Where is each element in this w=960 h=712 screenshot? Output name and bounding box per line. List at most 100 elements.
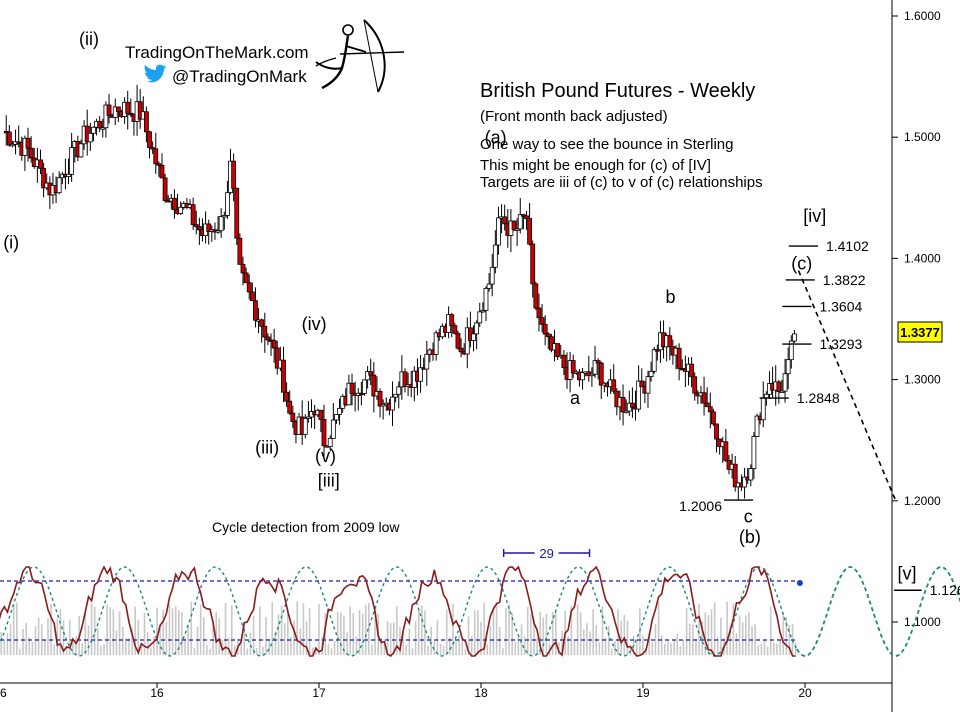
- candle-body: [137, 101, 143, 120]
- y-tick-label: 1.5000: [904, 130, 941, 144]
- candle-body: [474, 322, 480, 335]
- candle-body: [711, 411, 716, 425]
- candle-body: [555, 343, 561, 357]
- candle-body: [533, 283, 539, 309]
- candle-body: [792, 333, 797, 342]
- wave-label: (c): [791, 253, 812, 273]
- wave-label: [iii]: [318, 470, 340, 490]
- candle-body: [689, 363, 694, 378]
- candle-body: [536, 307, 542, 319]
- twitter-bird-icon: [144, 64, 167, 83]
- wave-label: (iv): [302, 314, 327, 334]
- candle-body: [349, 382, 355, 394]
- candle-body: [704, 402, 710, 408]
- candle-body: [159, 164, 165, 179]
- candle-body: [471, 333, 476, 341]
- candle-body: [243, 272, 249, 284]
- cycle-period-bracket: 29: [502, 545, 591, 561]
- candle-body: [760, 397, 766, 421]
- cycle-detection-label: Cycle detection from 2009 low: [212, 519, 400, 535]
- candle-body: [455, 332, 461, 349]
- candle-body: [732, 463, 738, 488]
- candle-body: [676, 347, 682, 369]
- candle-body: [306, 416, 311, 419]
- cycle-period-bg: [534, 545, 559, 561]
- candle-body: [763, 393, 769, 399]
- candle-body: [362, 379, 367, 394]
- candle-body: [38, 159, 43, 169]
- target-level-label: 1.2006: [679, 498, 722, 514]
- candle-body: [106, 104, 112, 116]
- twitter-handle: @TradingOnMark: [172, 67, 307, 86]
- chart-subtitle: (Front month back adjusted): [480, 108, 668, 125]
- candle-body: [97, 120, 103, 129]
- chart-note-1: One way to see the bounce in Sterling: [480, 136, 734, 153]
- archer-logo-icon: [315, 19, 405, 93]
- wave-label: (a): [485, 127, 507, 147]
- candle-body: [318, 409, 324, 420]
- candle-body: [265, 336, 271, 341]
- candle-body: [249, 291, 255, 302]
- candle-body: [365, 371, 371, 381]
- y-tick-label: 1.3000: [904, 373, 941, 387]
- wave-label: a: [570, 388, 581, 408]
- candle-body: [396, 386, 402, 395]
- candle-body: [231, 160, 237, 189]
- candle-body: [215, 230, 221, 233]
- candle-body: [377, 390, 383, 407]
- candle-body: [78, 143, 84, 158]
- candle-body: [28, 147, 34, 159]
- last-price-label: 1.3377: [900, 325, 940, 340]
- candle-body: [112, 106, 118, 118]
- candle-body: [595, 360, 601, 364]
- candle-body: [651, 349, 657, 372]
- candle-body: [630, 402, 635, 408]
- candle-body: [539, 317, 545, 325]
- candle-body: [692, 376, 698, 394]
- website-text: TradingOnTheMark.com: [125, 43, 309, 62]
- candle-body: [281, 359, 286, 393]
- target-level-label: 1.1262: [930, 582, 960, 598]
- target-level-label: 1.2848: [797, 390, 840, 406]
- candle-body: [486, 283, 492, 289]
- candle-body: [492, 244, 498, 268]
- candle-body: [206, 223, 212, 232]
- wave-label: (iii): [255, 438, 279, 458]
- candle-body: [598, 362, 604, 386]
- candle-body: [542, 323, 548, 335]
- candle-body: [221, 215, 227, 218]
- candle-body: [580, 372, 585, 381]
- candle-body: [380, 403, 386, 407]
- candle-body: [648, 370, 654, 377]
- candle-body: [776, 381, 782, 393]
- x-tick-label: 19: [636, 686, 650, 700]
- candle-body: [246, 282, 252, 293]
- y-tick-label: 1.2000: [904, 494, 941, 508]
- candle-body: [162, 177, 168, 201]
- last-price-marker: 1.3377: [897, 321, 943, 343]
- candle-body: [302, 418, 308, 435]
- candle-body: [483, 287, 489, 311]
- candle-body: [172, 197, 177, 211]
- candle-body: [589, 373, 595, 377]
- candle-body: [751, 436, 757, 469]
- x-tick-label: 17: [312, 686, 326, 700]
- candle-body: [514, 228, 520, 231]
- x-tick-label: 20: [798, 686, 812, 700]
- candle-body: [262, 325, 268, 338]
- candle-body: [785, 359, 791, 375]
- candle-body: [115, 106, 121, 112]
- oscillator-current-dot: [796, 580, 803, 586]
- candle-body: [620, 397, 626, 413]
- wave-labels: (ii) (i) (iv) (iii) (v) [iii] (a) a b c(b) [iv] (c)…: [3, 29, 916, 583]
- candle-body: [707, 406, 713, 413]
- candle-body: [636, 380, 642, 410]
- candle-body: [723, 441, 729, 461]
- candle-body: [371, 374, 377, 397]
- candle-body: [144, 111, 149, 133]
- target-level-label: 1.3604: [819, 298, 862, 314]
- candle-body: [271, 340, 277, 349]
- candle-body: [100, 127, 106, 130]
- candle-body: [284, 391, 290, 402]
- candle-body: [782, 373, 788, 392]
